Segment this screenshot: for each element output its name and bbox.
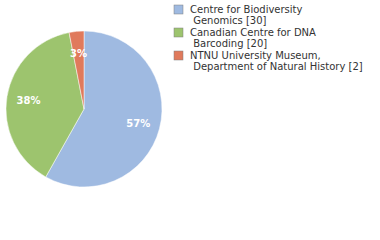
legend: Centre for Biodiversity Genomics [30]Can… [174, 4, 363, 72]
legend-label: Centre for Biodiversity Genomics [30] [190, 4, 303, 26]
data-label: 3% [70, 48, 87, 59]
legend-swatch [174, 51, 183, 60]
legend-label: Canadian Centre for DNA Barcoding [20] [190, 27, 316, 49]
legend-swatch [174, 28, 183, 37]
data-label: 57% [126, 118, 150, 129]
legend-label: NTNU University Museum, Department of Na… [190, 50, 363, 72]
legend-swatch [174, 5, 183, 14]
data-label: 38% [17, 95, 41, 106]
pie-slice [69, 31, 84, 109]
pie [6, 31, 162, 187]
chart: 57% 38% 3% Centre for Biodiversity Genomics… [0, 0, 380, 240]
